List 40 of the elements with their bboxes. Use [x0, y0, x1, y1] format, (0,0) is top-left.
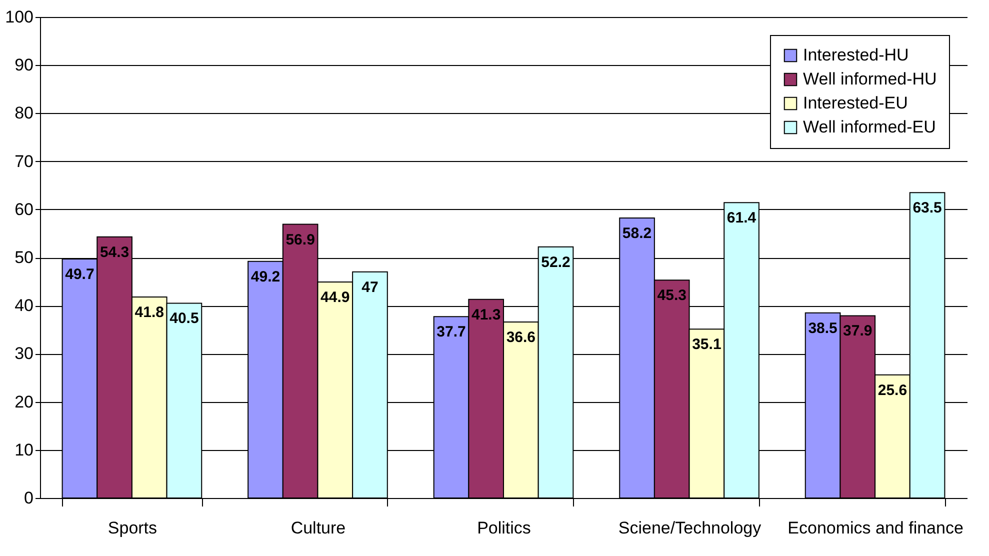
data-label: 41.8: [134, 304, 164, 321]
data-label: 38.5: [808, 320, 838, 337]
data-label: 63.5: [912, 200, 942, 217]
data-label: 45.3: [657, 287, 686, 304]
x-tick-label: Culture: [290, 518, 346, 538]
y-tick-label: 90: [14, 56, 34, 75]
x-tick-label: Sports: [108, 518, 158, 538]
data-label: 47: [362, 278, 378, 296]
data-label: 61.4: [726, 210, 757, 227]
x-tick-label: Politics: [477, 518, 531, 538]
data-label: 40.5: [170, 310, 199, 328]
legend-label: Interested-EU: [803, 94, 908, 112]
data-label: 36.6: [506, 328, 536, 346]
x-tick-label: Sciene/Technology: [618, 518, 762, 538]
data-label: 58.2: [622, 225, 652, 242]
data-label: 37.9: [843, 322, 872, 340]
y-tick-label: 20: [14, 392, 34, 412]
data-label: 52.2: [541, 254, 570, 271]
y-tick-label: 10: [14, 440, 34, 460]
legend-label: Well informed-HU: [803, 70, 937, 88]
data-label: 37.7: [436, 324, 466, 341]
legend-label: Interested-HU: [803, 46, 909, 64]
x-tick-label: Economics and finance: [788, 518, 964, 538]
y-tick-label: 50: [14, 248, 34, 267]
data-label: 41.3: [471, 306, 501, 324]
legend-label: Well informed-EU: [803, 118, 936, 136]
y-tick-label: 70: [14, 152, 34, 171]
y-tick-label: 100: [5, 8, 34, 26]
data-label: 44.9: [320, 289, 350, 306]
y-tick-label: 0: [24, 488, 34, 508]
data-label: 56.9: [286, 231, 315, 248]
data-label: 35.1: [692, 336, 722, 354]
y-tick-label: 60: [14, 200, 34, 219]
y-tick-label: 40: [14, 296, 34, 316]
data-label: 49.2: [250, 268, 280, 286]
data-label: 54.3: [100, 244, 130, 261]
y-tick-label: 30: [14, 344, 34, 364]
y-tick-label: 80: [14, 104, 34, 123]
data-label: 25.6: [878, 382, 908, 399]
data-label: 49.7: [65, 266, 94, 283]
